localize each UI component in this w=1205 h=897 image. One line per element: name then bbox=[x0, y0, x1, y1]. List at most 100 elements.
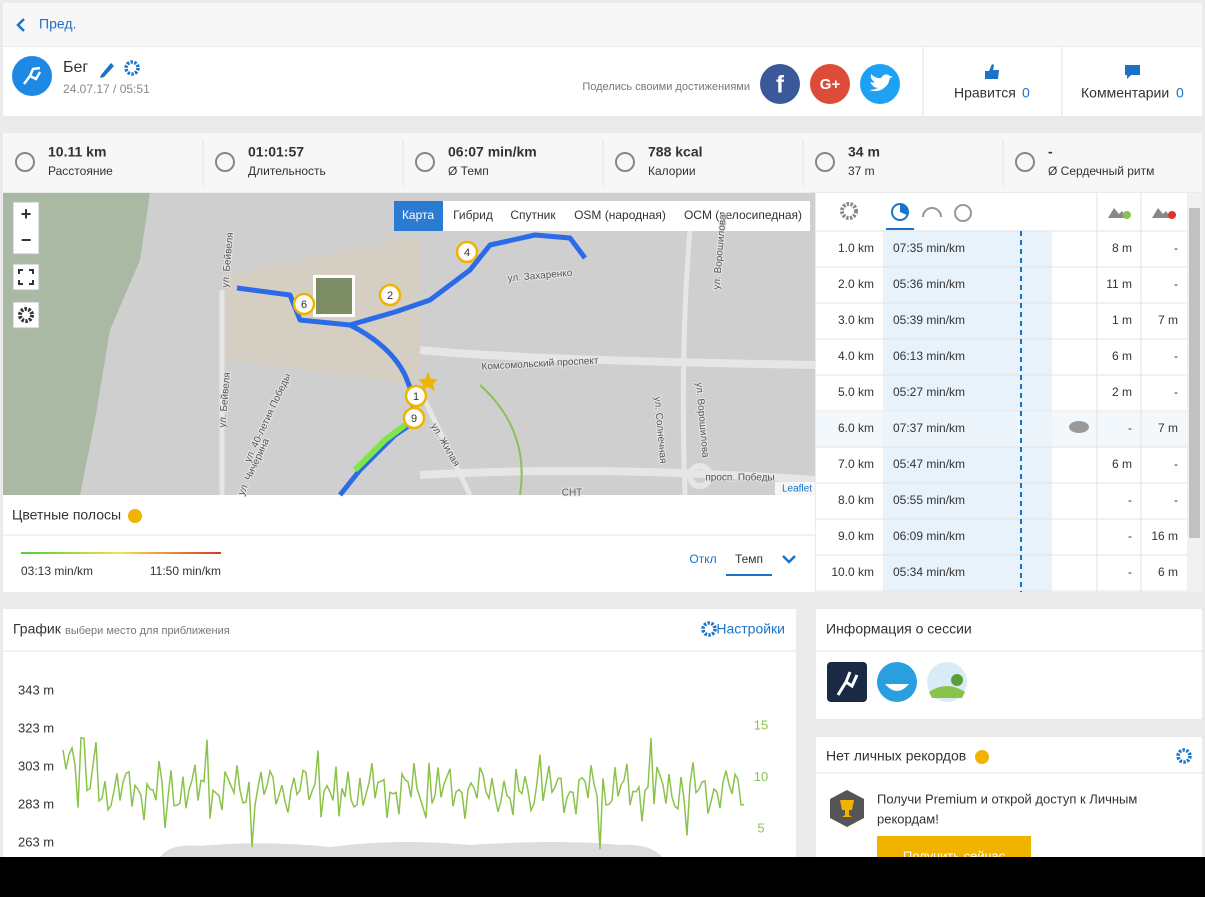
km-marker-label: 6 bbox=[301, 299, 307, 311]
route-fast bbox=[352, 422, 407, 473]
map-layer-tab[interactable]: OSM (народная) bbox=[574, 208, 666, 222]
edit-icon[interactable] bbox=[100, 63, 114, 78]
split-descent: 16 m bbox=[1151, 529, 1178, 543]
records-settings[interactable] bbox=[1176, 748, 1192, 764]
split-distance: 6.0 km bbox=[838, 421, 874, 435]
split-descent: - bbox=[1174, 385, 1178, 399]
back-link[interactable]: Пред. bbox=[39, 16, 76, 32]
split-pace: 07:37 min/km bbox=[893, 421, 965, 435]
runner-glyph bbox=[23, 66, 42, 85]
split-ascent: - bbox=[1128, 421, 1132, 435]
km-marker-label: 4 bbox=[464, 247, 470, 259]
y2-tick-label: 10 bbox=[754, 769, 768, 784]
nav-bar bbox=[3, 3, 1202, 46]
km-marker-label: 1 bbox=[413, 391, 419, 403]
split-pace: 06:09 min/km bbox=[893, 529, 965, 543]
map-layer-tab[interactable]: Спутник bbox=[510, 208, 556, 222]
activity-date: 24.07.17 / 05:51 bbox=[63, 82, 150, 96]
like-label[interactable]: Нравится bbox=[954, 85, 1016, 101]
time-tab[interactable] bbox=[954, 204, 972, 222]
map-layer-tab[interactable]: OCM (велосипедная) bbox=[684, 208, 802, 222]
comment-label[interactable]: Комментарии bbox=[1081, 85, 1169, 101]
map-layer-tab[interactable]: Гибрид bbox=[453, 208, 493, 222]
comment-icon[interactable] bbox=[1125, 65, 1140, 79]
graph-settings[interactable]: Настройки bbox=[716, 621, 785, 637]
stat-icon bbox=[1015, 152, 1035, 172]
split-ascent: - bbox=[1128, 529, 1132, 543]
stat-label: Расстояние bbox=[48, 164, 113, 178]
fullscreen-button[interactable] bbox=[12, 263, 40, 291]
zoom-in[interactable]: + bbox=[21, 204, 32, 224]
weather-tree bbox=[951, 674, 963, 686]
km-marker[interactable] bbox=[292, 292, 316, 316]
like-icon[interactable] bbox=[985, 64, 999, 79]
google-button[interactable] bbox=[810, 64, 850, 104]
split-ascent: 2 m bbox=[1112, 385, 1132, 399]
km-marker[interactable] bbox=[404, 384, 428, 408]
map-forest bbox=[3, 193, 150, 495]
stat-value: 788 kcal bbox=[648, 144, 703, 160]
map[interactable]: + − Leaflet bbox=[3, 193, 816, 497]
session-title: Информация о сессии bbox=[826, 621, 972, 637]
stat-label: Калории bbox=[648, 164, 696, 178]
graph-hint: выбери место для приближения bbox=[65, 625, 230, 637]
color-bands-title: Цветные полосы bbox=[12, 507, 121, 523]
splits-settings[interactable] bbox=[840, 202, 858, 220]
records-title: Нет личных рекордов bbox=[826, 748, 966, 764]
split-ascent: - bbox=[1128, 565, 1132, 579]
stat-value: - bbox=[1048, 144, 1053, 160]
back-icon[interactable] bbox=[16, 18, 25, 32]
split-pace: 05:27 min/km bbox=[893, 385, 965, 399]
km-marker[interactable] bbox=[402, 406, 426, 430]
split-pace: 05:47 min/km bbox=[893, 457, 965, 471]
mood-icon bbox=[877, 662, 917, 702]
twitter-glyph bbox=[869, 74, 893, 92]
map-roundabout bbox=[687, 463, 713, 489]
split-descent: 6 m bbox=[1158, 565, 1178, 579]
fullscreen-glyph bbox=[18, 269, 34, 285]
band-option-active[interactable]: Темп bbox=[735, 552, 763, 566]
map-road bbox=[419, 346, 816, 369]
km-marker[interactable] bbox=[378, 283, 402, 307]
ascent-badge bbox=[1123, 211, 1131, 219]
graph-title: График bbox=[13, 621, 62, 637]
km-marker[interactable] bbox=[455, 240, 479, 264]
split-distance: 3.0 km bbox=[838, 313, 874, 327]
split-distance: 9.0 km bbox=[838, 529, 874, 543]
map-layer-tab[interactable]: Карта bbox=[402, 208, 434, 222]
y-tick-label: 303 m bbox=[18, 758, 54, 773]
zoom-out[interactable]: − bbox=[21, 230, 32, 250]
street-label: ул. Бейвеля bbox=[217, 372, 233, 428]
records-text: Получи Premium и открой доступ к Личным bbox=[877, 791, 1137, 806]
pace-column bbox=[883, 193, 1052, 592]
scroll-thumb[interactable] bbox=[1189, 208, 1200, 538]
trophy-glyph bbox=[840, 800, 854, 817]
band-option[interactable]: Откл bbox=[689, 552, 716, 566]
split-distance: 2.0 km bbox=[838, 277, 874, 291]
stat-icon bbox=[415, 152, 435, 172]
ascent-icon bbox=[1108, 208, 1127, 218]
stat-value: 34 m bbox=[848, 144, 880, 160]
settings-icon[interactable] bbox=[124, 60, 140, 76]
facebook-button[interactable] bbox=[760, 64, 800, 104]
graph-settings-icon[interactable] bbox=[701, 621, 717, 637]
comment-count: 0 bbox=[1176, 85, 1184, 101]
split-ascent: 6 m bbox=[1112, 457, 1132, 471]
facebook-glyph: f bbox=[776, 71, 785, 98]
like-count: 0 bbox=[1022, 85, 1030, 101]
color-bands-panel bbox=[3, 495, 815, 592]
expand-icon[interactable] bbox=[782, 555, 796, 564]
attribution[interactable]: Leaflet bbox=[782, 484, 812, 495]
layer-active bbox=[394, 201, 443, 231]
premium-star bbox=[975, 750, 989, 764]
map-settings-button[interactable] bbox=[12, 301, 40, 329]
header-card bbox=[3, 47, 1202, 116]
map-path bbox=[479, 384, 523, 496]
speed-tab[interactable] bbox=[922, 207, 942, 218]
stat-icon bbox=[615, 152, 635, 172]
session-panel bbox=[816, 609, 1202, 719]
stat-label: Ø Сердечный ритм bbox=[1048, 164, 1154, 178]
stat-icon bbox=[815, 152, 835, 172]
gradient-scale bbox=[21, 552, 221, 554]
